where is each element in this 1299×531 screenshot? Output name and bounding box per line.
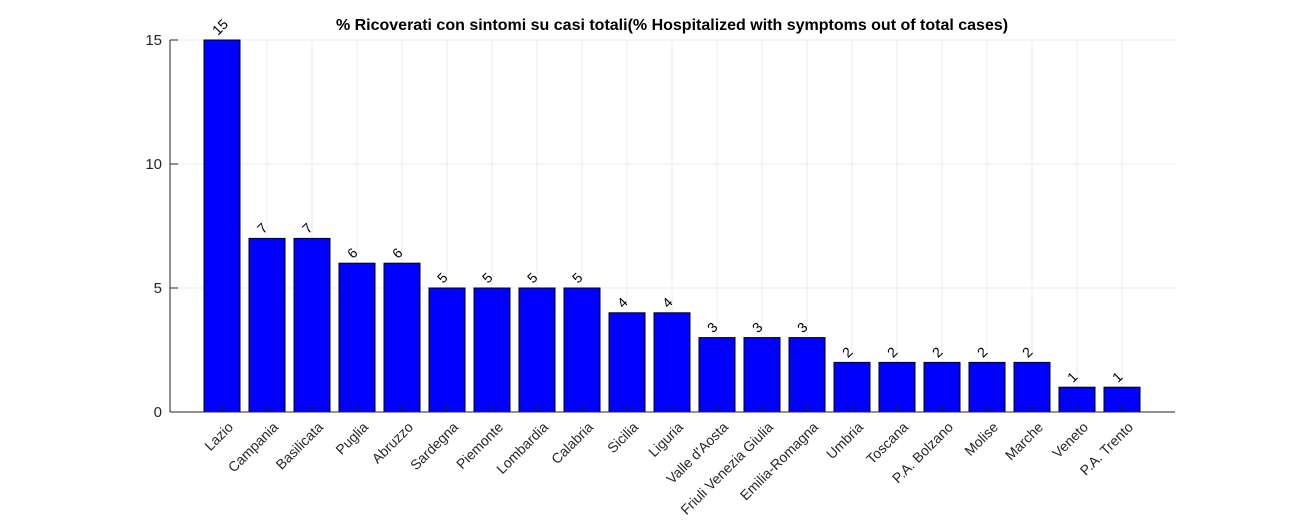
x-tick-label: Campania — [225, 419, 282, 476]
bar — [383, 262, 421, 413]
bar — [428, 287, 466, 413]
bar — [1013, 361, 1051, 413]
data-label: 3 — [704, 319, 721, 336]
x-tick-label: Umbria — [823, 419, 866, 462]
bar — [248, 237, 286, 413]
x-tick-label: Veneto — [1049, 419, 1091, 461]
bar — [923, 361, 961, 413]
data-label: 5 — [524, 269, 541, 286]
data-label: 3 — [794, 319, 811, 336]
bar — [518, 287, 556, 413]
x-tick-label: Calabria — [548, 419, 596, 467]
data-label: 15 — [209, 16, 231, 38]
data-label: 5 — [479, 269, 496, 286]
data-label: 5 — [569, 269, 586, 286]
x-tick-label: Molise — [961, 419, 1001, 459]
y-tick-label: 0 — [154, 404, 162, 421]
data-label: 1 — [1109, 368, 1126, 385]
x-tick-label: Lazio — [201, 419, 236, 454]
bar — [338, 262, 376, 413]
bar — [473, 287, 511, 413]
bar — [293, 237, 331, 413]
bar — [698, 337, 736, 413]
x-tick-label: Marche — [1002, 419, 1046, 463]
bar — [203, 39, 241, 413]
data-label: 2 — [884, 344, 901, 361]
x-tick-label: Sardegna — [407, 419, 461, 473]
x-tick-label: Basilicata — [272, 419, 326, 473]
data-label: 2 — [974, 344, 991, 361]
bar — [788, 337, 826, 413]
bar — [743, 337, 781, 413]
data-label: 7 — [254, 220, 271, 237]
data-label: 6 — [389, 244, 406, 261]
data-label: 4 — [614, 294, 631, 311]
bar — [833, 361, 871, 413]
x-tick-label: Emilia-Romagna — [737, 419, 822, 504]
y-tick-label: 15 — [145, 32, 162, 49]
data-label: 2 — [839, 344, 856, 361]
x-tick-label: Liguria — [645, 419, 686, 460]
bar — [878, 361, 916, 413]
x-tick-label: Sicilia — [604, 419, 641, 456]
bars — [203, 39, 1141, 413]
data-label: 2 — [1019, 344, 1036, 361]
data-label: 7 — [299, 220, 316, 237]
data-label: 1 — [1064, 368, 1081, 385]
x-tick-label: Puglia — [332, 419, 371, 458]
y-tick-label: 5 — [154, 280, 162, 297]
data-label: 4 — [659, 294, 676, 311]
bar — [653, 312, 691, 413]
data-label: 2 — [929, 344, 946, 361]
y-tick-label: 10 — [145, 156, 162, 173]
bar — [608, 312, 646, 413]
bar — [563, 287, 601, 413]
data-label: 3 — [749, 319, 766, 336]
data-label: 6 — [344, 244, 361, 261]
data-label: 5 — [434, 269, 451, 286]
chart-title: % Ricoverati con sintomi su casi totali(… — [336, 17, 1008, 34]
